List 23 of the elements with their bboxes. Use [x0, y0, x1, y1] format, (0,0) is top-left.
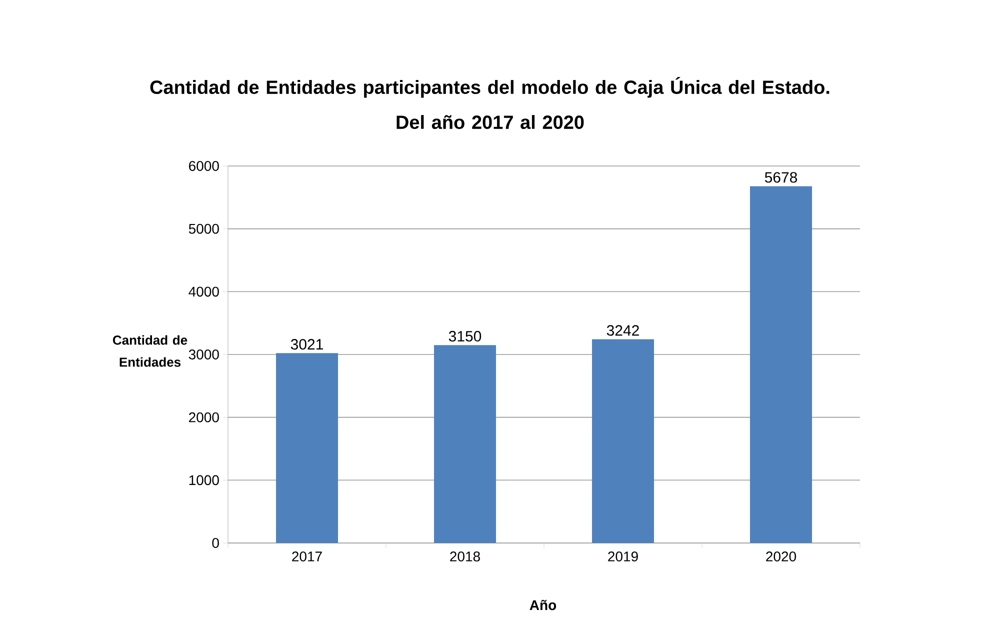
bar — [276, 353, 338, 543]
y-axis-title: Cantidad de Entidades — [112, 335, 188, 367]
y-tick-label: 1000 — [189, 475, 219, 486]
x-tick-label: 2020 — [766, 552, 796, 562]
x-tick-label: 2019 — [608, 552, 638, 562]
y-tick-label: 0 — [212, 538, 219, 548]
x-axis-title: Año — [530, 600, 556, 610]
data-label: 5678 — [764, 172, 798, 183]
bar — [750, 186, 812, 543]
bar — [434, 345, 496, 543]
bar — [592, 339, 654, 543]
y-tick-label: 4000 — [188, 286, 219, 297]
y-tick-label: 5000 — [188, 224, 219, 234]
data-label: 3021 — [290, 339, 323, 350]
y-tick-label: 6000 — [189, 161, 219, 171]
chart-title: Cantidad de Entidades participantes del modelo de Caja Única del Estado. — [150, 76, 830, 98]
data-label: 3242 — [606, 325, 639, 336]
data-label: 3150 — [448, 330, 482, 342]
y-tick-label: 3000 — [188, 350, 219, 360]
x-tick-label: 2017 — [292, 552, 322, 562]
chart-subtitle: Del año 2017 al 2020 — [396, 115, 584, 130]
y-tick-label: 2000 — [189, 412, 219, 422]
x-tick-label: 2018 — [450, 552, 480, 562]
